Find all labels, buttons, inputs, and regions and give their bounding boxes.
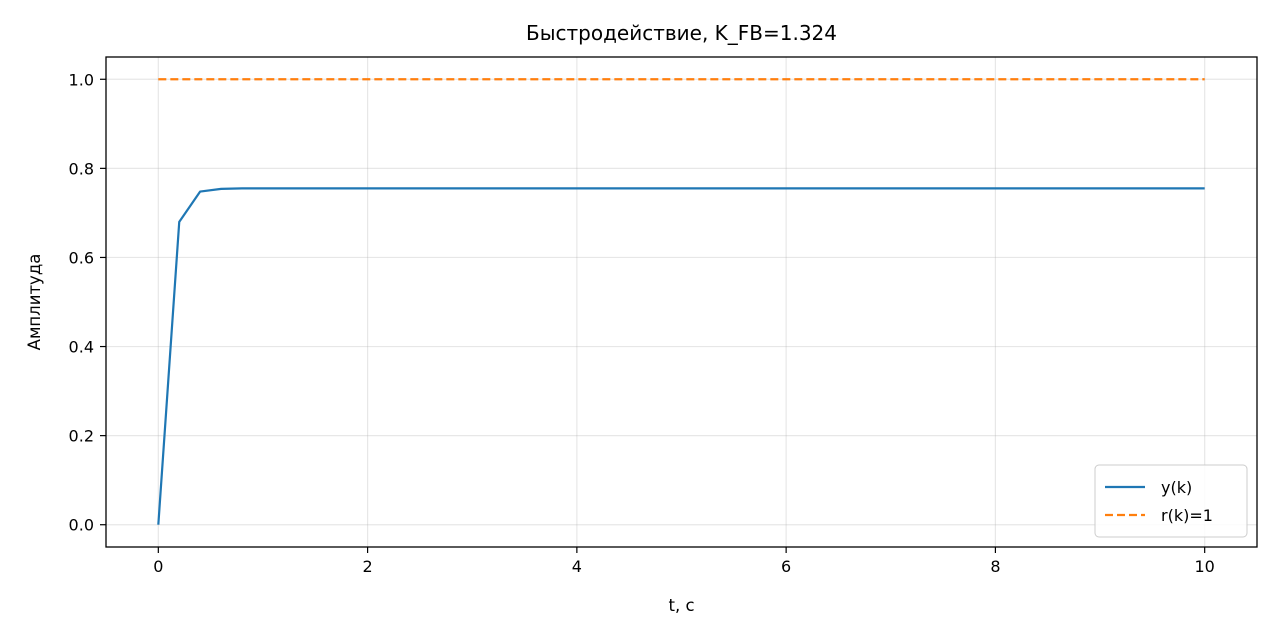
y-axis-ticks: 0.0 0.2 0.4 0.6 0.8 1.0 <box>69 70 106 535</box>
x-axis-title: t, c <box>668 596 694 615</box>
y-axis-title: Амплитуда <box>25 254 44 351</box>
x-tick-label: 8 <box>990 557 1000 576</box>
y-tick-label: 0.6 <box>69 248 94 267</box>
plot-frame <box>105 56 1258 548</box>
x-tick-label: 0 <box>153 557 163 576</box>
x-tick-label: 6 <box>781 557 791 576</box>
legend: y(k) r(k)=1 <box>1094 464 1248 538</box>
plot-series <box>157 78 1205 525</box>
x-tick-label: 4 <box>572 557 582 576</box>
x-axis-ticks: 0 2 4 6 8 10 <box>153 547 1215 576</box>
y-tick-label: 0.8 <box>69 159 94 178</box>
x-tick-label: 10 <box>1195 557 1215 576</box>
grid <box>106 57 1257 547</box>
y-tick-label: 0.2 <box>69 427 94 446</box>
x-tick-label: 2 <box>362 557 372 576</box>
series-line-1 <box>157 187 1205 525</box>
y-tick-label: 1.0 <box>69 70 94 89</box>
y-tick-label: 0.4 <box>69 338 94 357</box>
legend-label-1: y(k) <box>1161 478 1192 497</box>
y-tick-label: 0.0 <box>69 516 94 535</box>
chart-title: Быстродействие, K_FB=1.324 <box>526 21 837 45</box>
legend-label-2: r(k)=1 <box>1161 506 1213 525</box>
legend-box <box>1094 464 1248 538</box>
